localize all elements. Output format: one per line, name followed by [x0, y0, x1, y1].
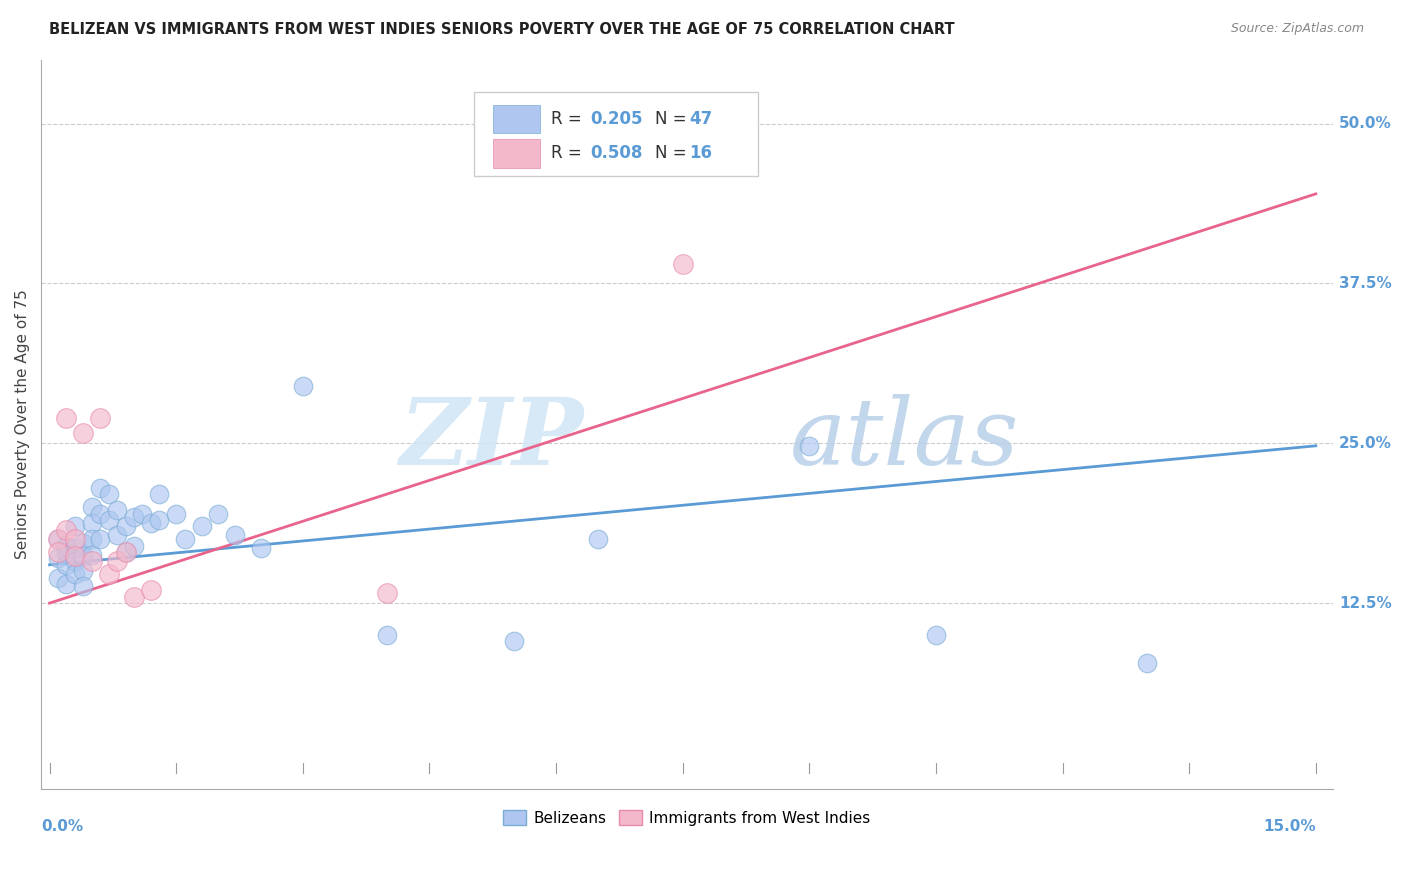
Text: 12.5%: 12.5% — [1339, 596, 1392, 611]
Point — [97, 487, 120, 501]
Point — [63, 532, 86, 546]
Point — [72, 564, 94, 578]
Point — [63, 541, 86, 555]
Point — [55, 410, 77, 425]
Point — [46, 532, 69, 546]
Legend: Belizeans, Immigrants from West Indies: Belizeans, Immigrants from West Indies — [496, 805, 877, 832]
Point — [72, 580, 94, 594]
Point — [55, 523, 77, 537]
Point — [80, 554, 103, 568]
Text: ZIP: ZIP — [399, 393, 583, 483]
Point — [190, 519, 212, 533]
Text: 16: 16 — [689, 145, 713, 162]
Point — [105, 502, 128, 516]
Point — [165, 507, 187, 521]
Point — [89, 532, 111, 546]
Point — [114, 519, 136, 533]
Point — [139, 516, 162, 530]
Point — [114, 545, 136, 559]
Point — [46, 532, 69, 546]
Point — [139, 583, 162, 598]
Text: 50.0%: 50.0% — [1339, 116, 1392, 131]
Text: 0.508: 0.508 — [591, 145, 643, 162]
Point — [224, 528, 246, 542]
Point — [80, 516, 103, 530]
Point — [291, 378, 314, 392]
Point — [80, 500, 103, 515]
Text: Source: ZipAtlas.com: Source: ZipAtlas.com — [1230, 22, 1364, 36]
Point — [925, 628, 948, 642]
Point — [55, 577, 77, 591]
Point — [105, 554, 128, 568]
Point — [672, 257, 695, 271]
Y-axis label: Seniors Poverty Over the Age of 75: Seniors Poverty Over the Age of 75 — [15, 289, 30, 559]
Point — [799, 439, 821, 453]
Point — [148, 513, 170, 527]
Point — [89, 410, 111, 425]
Text: 25.0%: 25.0% — [1339, 436, 1392, 450]
Point — [63, 566, 86, 581]
Point — [63, 519, 86, 533]
Point — [375, 586, 398, 600]
Point — [375, 628, 398, 642]
Text: N =: N = — [655, 145, 692, 162]
Point — [249, 541, 271, 555]
Text: BELIZEAN VS IMMIGRANTS FROM WEST INDIES SENIORS POVERTY OVER THE AGE OF 75 CORRE: BELIZEAN VS IMMIGRANTS FROM WEST INDIES … — [49, 22, 955, 37]
Text: 0.0%: 0.0% — [41, 819, 83, 834]
Point — [97, 566, 120, 581]
Text: atlas: atlas — [790, 393, 1019, 483]
FancyBboxPatch shape — [494, 104, 540, 133]
Text: N =: N = — [655, 110, 692, 128]
Point — [122, 539, 145, 553]
Text: R =: R = — [551, 110, 588, 128]
Point — [173, 532, 195, 546]
Point — [72, 425, 94, 440]
Point — [105, 528, 128, 542]
Point — [588, 532, 610, 546]
Point — [55, 558, 77, 572]
Point — [122, 510, 145, 524]
Point — [1136, 657, 1159, 671]
Point — [80, 548, 103, 562]
Point — [46, 551, 69, 566]
Point — [72, 536, 94, 550]
Text: 47: 47 — [689, 110, 713, 128]
Point — [46, 570, 69, 584]
Point — [207, 507, 229, 521]
Point — [46, 545, 69, 559]
Point — [131, 507, 153, 521]
Point — [114, 545, 136, 559]
FancyBboxPatch shape — [494, 139, 540, 168]
Point — [55, 539, 77, 553]
Point — [63, 549, 86, 563]
Point — [89, 507, 111, 521]
Point — [502, 634, 524, 648]
Text: 15.0%: 15.0% — [1263, 819, 1316, 834]
Point — [89, 481, 111, 495]
Point — [80, 532, 103, 546]
Text: 0.205: 0.205 — [591, 110, 643, 128]
Point — [63, 554, 86, 568]
Point — [148, 487, 170, 501]
Point — [72, 549, 94, 563]
Point — [122, 590, 145, 604]
Text: 37.5%: 37.5% — [1339, 276, 1392, 291]
Point — [97, 513, 120, 527]
FancyBboxPatch shape — [474, 93, 758, 177]
Text: R =: R = — [551, 145, 588, 162]
Point — [55, 545, 77, 559]
